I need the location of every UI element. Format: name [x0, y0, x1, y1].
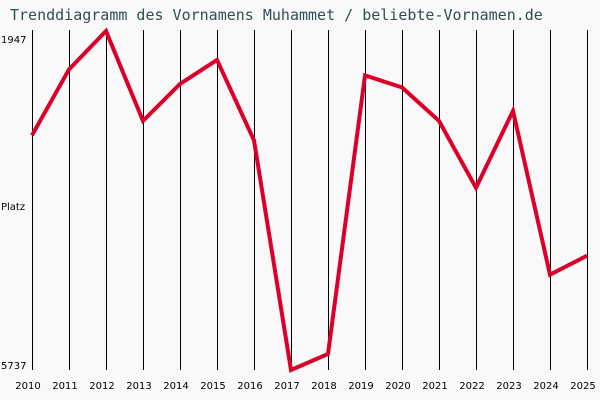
chart-title: Trenddiagramm des Vornamens Muhammet / b…: [10, 6, 543, 24]
trend-line: [30, 27, 588, 373]
x-axis-label-2024: 2024: [533, 381, 559, 392]
x-axis-label-2023: 2023: [496, 381, 522, 392]
y-axis-title: Platz: [1, 202, 26, 213]
x-axis-label-2018: 2018: [311, 381, 337, 392]
x-axis-label-2025: 2025: [570, 381, 596, 392]
x-axis-label-2020: 2020: [385, 381, 411, 392]
y-axis-bottom-label: 5737: [1, 361, 27, 372]
x-axis-label-2013: 2013: [126, 381, 152, 392]
x-axis-label-2017: 2017: [274, 381, 300, 392]
x-axis-label-2019: 2019: [348, 381, 374, 392]
x-axis-label-2021: 2021: [422, 381, 448, 392]
x-axis-label-2015: 2015: [200, 381, 226, 392]
x-axis-label-2022: 2022: [459, 381, 485, 392]
x-axis-label-2012: 2012: [89, 381, 115, 392]
x-axis-label-2016: 2016: [237, 381, 263, 392]
y-axis-top-label: 1947: [1, 35, 27, 46]
x-axis-label-2011: 2011: [52, 381, 78, 392]
vertical-gridlines: [32, 30, 588, 370]
x-axis-label-2010: 2010: [15, 381, 41, 392]
x-axis-label-2014: 2014: [163, 381, 189, 392]
